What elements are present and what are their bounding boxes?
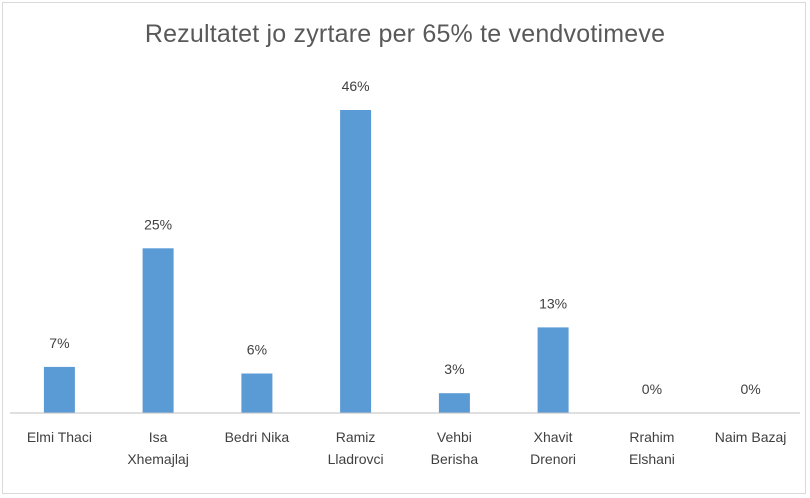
bar — [142, 248, 174, 413]
bar — [537, 327, 569, 413]
category-label: Isa Xhemajlaj — [127, 429, 188, 467]
chart-title: Rezultatet jo zyrtare per 65% te vendvot… — [144, 20, 666, 48]
labels-layer: 7% 25% 6% 46% 3% 13% 0% 0% — [49, 78, 760, 397]
category-label-line: Elshani — [629, 451, 675, 467]
bar — [241, 373, 273, 413]
data-label: 25% — [144, 216, 172, 232]
category-label-line: Naim Bazaj — [715, 429, 787, 445]
category-label: Bedri Nika — [225, 429, 290, 445]
bar — [43, 366, 75, 413]
category-label-line: Berisha — [431, 451, 479, 467]
data-label: 7% — [49, 335, 69, 351]
category-label-line: Ramiz — [336, 429, 376, 445]
data-label: 0% — [740, 381, 760, 397]
category-label: Naim Bazaj — [715, 429, 787, 445]
bar — [438, 393, 470, 413]
category-label: Ramiz Lladrovci — [328, 429, 384, 467]
category-label-line: Rrahim — [629, 429, 674, 445]
bars-layer — [43, 110, 569, 413]
category-label: Rrahim Elshani — [629, 429, 675, 467]
category-labels-layer: Elmi Thaci Isa Xhemajlaj Bedri Nika Ramiz Lla… — [27, 429, 787, 467]
data-label: 46% — [342, 78, 370, 94]
data-label: 6% — [247, 342, 267, 358]
category-label-line: Bedri Nika — [225, 429, 290, 445]
data-label: 0% — [642, 381, 662, 397]
category-label: Elmi Thaci — [27, 429, 92, 445]
category-label-line: Lladrovci — [328, 451, 384, 467]
bar — [340, 110, 372, 413]
category-label: Vehbi Berisha — [431, 429, 479, 467]
data-label: 3% — [444, 361, 464, 377]
category-label-line: Vehbi — [437, 429, 472, 445]
category-label-line: Xhavit — [534, 429, 573, 445]
category-label-line: Isa — [149, 429, 168, 445]
category-label-line: Drenori — [530, 451, 576, 467]
category-label: Xhavit Drenori — [530, 429, 576, 467]
category-label-line: Elmi Thaci — [27, 429, 92, 445]
data-label: 13% — [539, 295, 567, 311]
category-label-line: Xhemajlaj — [127, 451, 188, 467]
